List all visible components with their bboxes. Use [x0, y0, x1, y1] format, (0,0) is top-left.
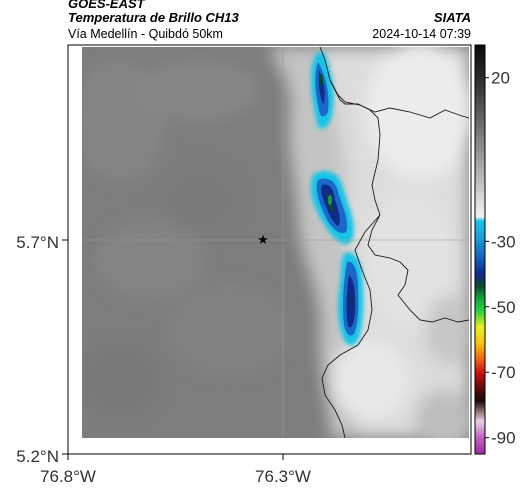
colorbar-tick-label: -50	[491, 298, 516, 317]
lon-label: 76.8°W	[40, 467, 96, 486]
map-axes: 5.7°N 5.2°N 76.8°W 76.3°W	[16, 233, 311, 486]
border-line	[321, 214, 381, 438]
colorbar-tick-label: 20	[491, 69, 510, 88]
colorbar-tick-label: -90	[491, 429, 516, 448]
organization-label: SIATA	[433, 10, 471, 25]
route-subtitle: Vía Medellín - Quibdó 50km	[68, 27, 223, 41]
colorbar-tick-label: -30	[491, 232, 516, 251]
lat-label: 5.2°N	[16, 447, 59, 466]
colorbar	[474, 44, 486, 455]
timestamp-label: 2024-10-14 07:39	[372, 27, 471, 41]
satellite-name: GOES-EAST	[68, 0, 145, 11]
convective-cell-middle	[310, 171, 354, 245]
colorbar-ticks: 20 -30 -50 -70 -90	[485, 69, 516, 448]
convective-cell-south	[338, 252, 364, 346]
border-line	[329, 79, 469, 323]
colorbar-tick-label: -70	[491, 363, 516, 382]
lat-label: 5.7°N	[16, 233, 59, 252]
star-icon: ★	[257, 233, 269, 248]
product-title: Temperatura de Brillo CH13	[68, 10, 239, 25]
lon-label: 76.3°W	[255, 467, 311, 486]
satellite-image	[82, 47, 469, 438]
